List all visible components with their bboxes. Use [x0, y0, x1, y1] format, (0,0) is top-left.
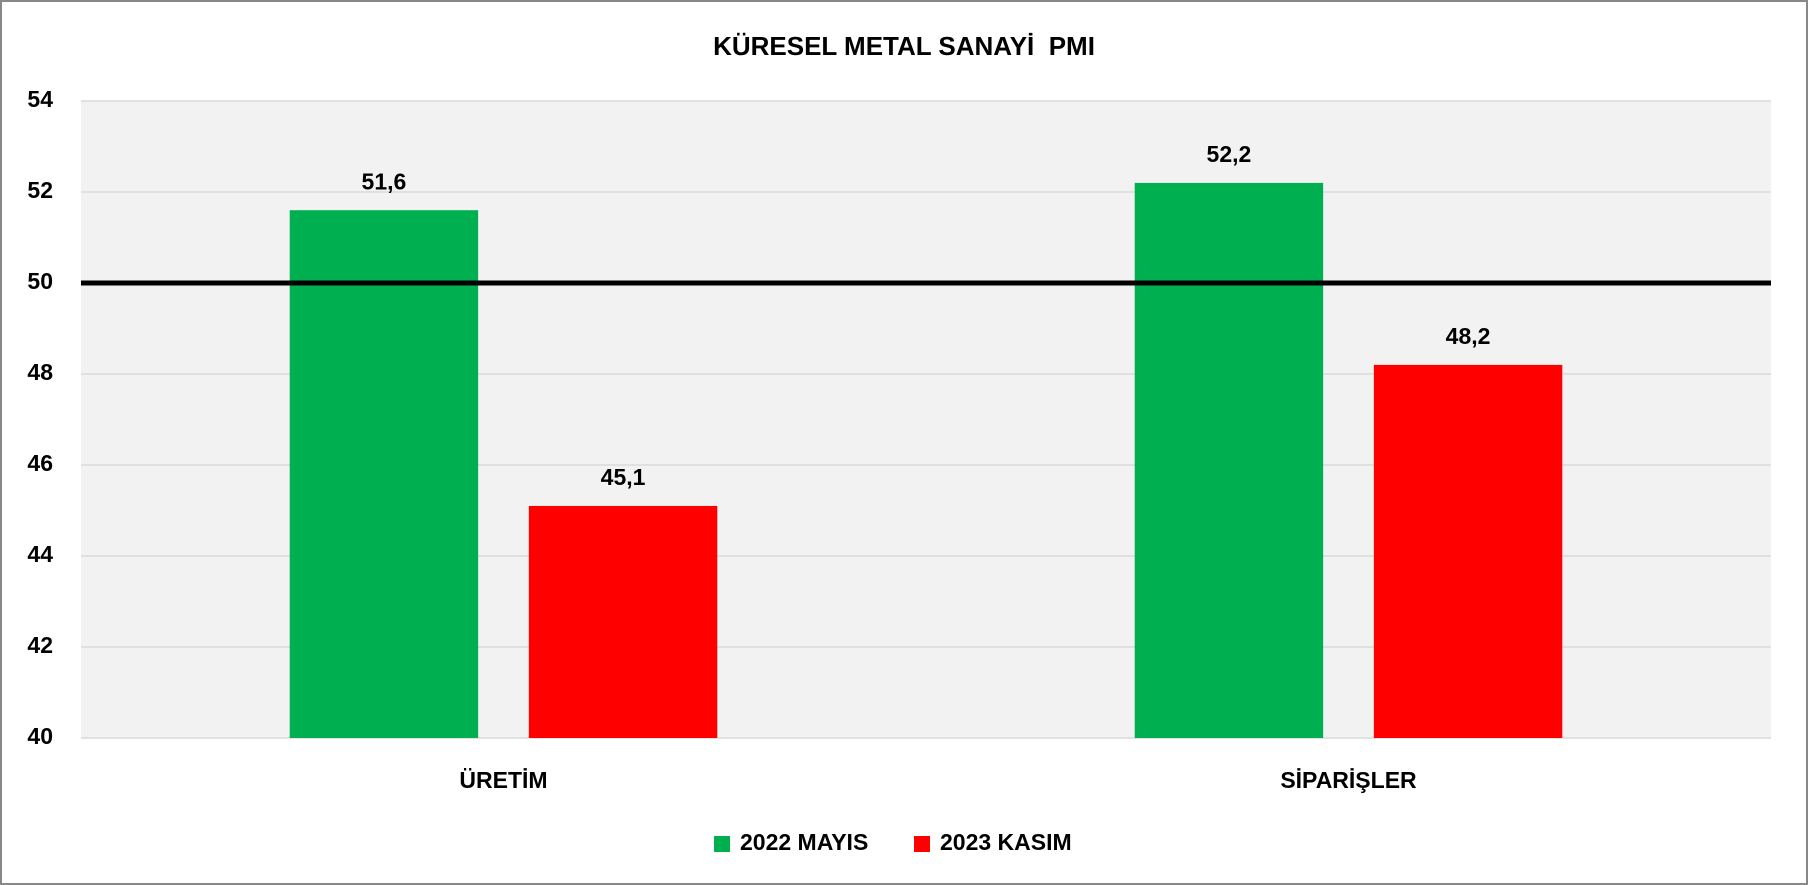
x-tick-label: ÜRETİM: [459, 767, 547, 793]
data-label: 52,2: [1207, 141, 1252, 167]
bar: [1134, 182, 1324, 738]
bar: [528, 505, 718, 738]
y-tick-label: 44: [27, 541, 53, 567]
legend-label: 2023 KASIM: [940, 829, 1072, 855]
legend-label: 2022 MAYIS: [740, 829, 868, 855]
y-tick-label: 50: [27, 268, 53, 294]
data-label: 48,2: [1446, 323, 1491, 349]
y-tick-label: 52: [27, 177, 53, 203]
data-label: 51,6: [362, 168, 407, 194]
y-tick-label: 46: [27, 450, 53, 476]
bar: [289, 210, 479, 738]
legend-swatch: [914, 836, 930, 852]
y-tick-label: 40: [27, 723, 53, 749]
y-tick-label: 42: [27, 632, 53, 658]
legend-swatch: [714, 836, 730, 852]
x-tick-label: SİPARİŞLER: [1280, 767, 1417, 793]
data-label: 45,1: [601, 464, 646, 490]
chart-title: KÜRESEL METAL SANAYİ PMI: [713, 31, 1095, 61]
bar: [1373, 364, 1563, 738]
y-tick-label: 54: [27, 86, 53, 112]
y-tick-label: 48: [27, 359, 53, 385]
